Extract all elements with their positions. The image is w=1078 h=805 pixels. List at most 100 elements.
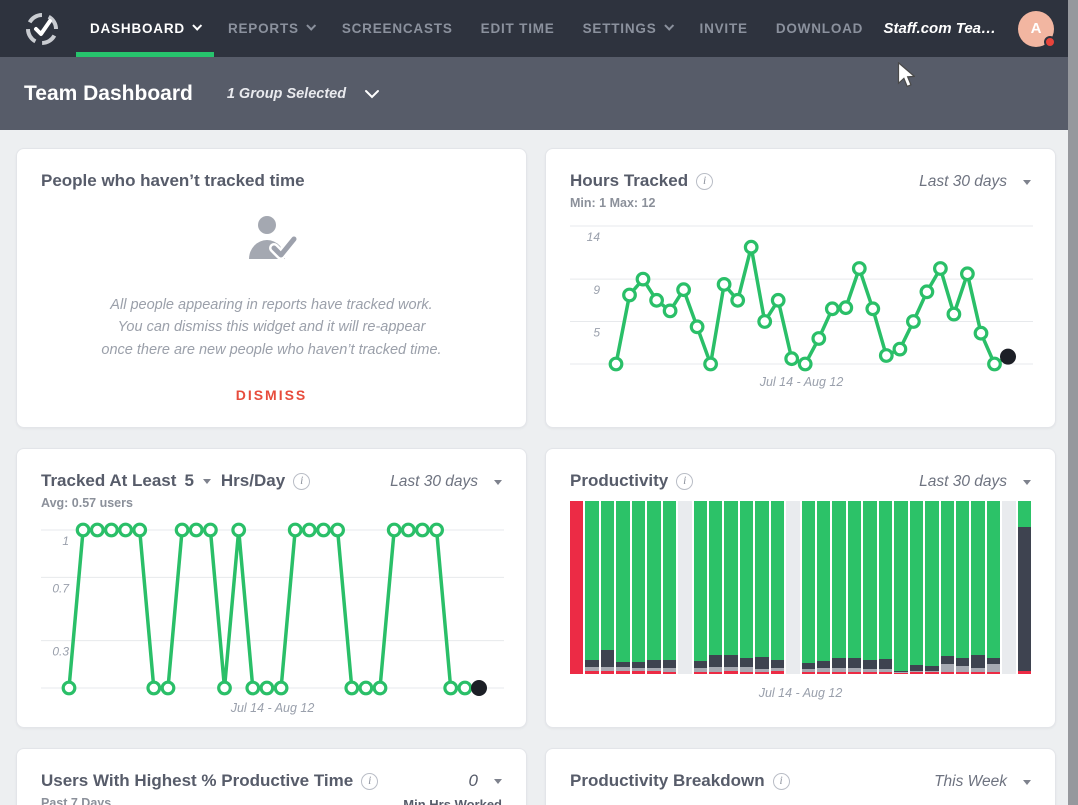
- bar-segment-red: [631, 671, 646, 674]
- bar-segment-light_gray: [817, 667, 831, 673]
- productivity-bar: [955, 501, 970, 674]
- nav-item-invite[interactable]: INVITE: [686, 0, 762, 57]
- nav-item-screencasts[interactable]: SCREENCASTS: [328, 0, 467, 57]
- bar-segment-light_gray: [755, 668, 769, 673]
- card-title: Productivity: [570, 471, 669, 490]
- bar-segment-green: [770, 501, 785, 661]
- chevron-down-icon: [364, 89, 380, 99]
- productivity-bar: [1017, 501, 1032, 674]
- range-label: Last 30 days: [390, 473, 478, 490]
- bar-segment-light_gray: [631, 667, 646, 672]
- bar-segment-red: [801, 672, 815, 674]
- bar-segment-light_gray: [616, 667, 630, 672]
- productivity-bar: [971, 501, 985, 674]
- bar-segment-dark_gray: [863, 660, 877, 669]
- bar-segment-dark_gray: [878, 659, 893, 669]
- nav-item-settings[interactable]: SETTINGS: [569, 0, 686, 57]
- info-icon[interactable]: [696, 172, 714, 190]
- productivity-bar: [847, 501, 862, 674]
- nav-item-label: EDIT TIME: [480, 21, 555, 36]
- productivity-bar-gap: [786, 501, 800, 674]
- nav-menu: DASHBOARD REPORTS SCREENCASTS EDIT TIME SETT…: [76, 0, 877, 57]
- nav-item-reports[interactable]: REPORTS: [214, 0, 328, 57]
- bar-segment-light_gray: [1017, 670, 1032, 672]
- bar-segment-red: [585, 670, 599, 674]
- bar-segment-dark_gray: [693, 661, 707, 668]
- top-navbar: DASHBOARD REPORTS SCREENCASTS EDIT TIME SETT…: [0, 0, 1078, 57]
- range-dropdown[interactable]: This Week: [934, 773, 1031, 791]
- notification-dot: [1044, 35, 1056, 48]
- caret-down-icon: [1023, 479, 1031, 485]
- card-hours-tracked: Hours Tracked Min: 1 Max: 12 Last 30 day…: [545, 148, 1056, 428]
- card-title: People who haven’t tracked time: [41, 171, 305, 190]
- range-dropdown[interactable]: Last 30 days: [919, 173, 1031, 191]
- info-icon[interactable]: [361, 772, 379, 790]
- avatar[interactable]: A: [1018, 10, 1056, 48]
- range-label: Last 30 days: [919, 173, 1007, 190]
- bar-segment-dark_gray: [801, 662, 815, 669]
- nav-item-label: SETTINGS: [582, 21, 657, 36]
- min-hours-value: 0: [468, 771, 478, 790]
- chevron-down-icon: [663, 20, 674, 31]
- card-productivity: Productivity Last 30 days Jul 14 - Aug 1…: [545, 448, 1056, 728]
- bar-segment-red: [755, 672, 769, 674]
- range-label: Last 30 days: [919, 473, 1007, 490]
- nav-item-dashboard[interactable]: DASHBOARD: [76, 0, 214, 57]
- bar-segment-red: [894, 673, 908, 674]
- scrollbar-thumb[interactable]: [1068, 0, 1078, 805]
- vertical-scrollbar[interactable]: [1068, 0, 1078, 805]
- bar-segment-dark_gray: [724, 654, 738, 668]
- productivity-bar: [909, 501, 924, 674]
- bar-segment-light_gray: [986, 664, 1001, 673]
- productivity-bar: [693, 501, 707, 674]
- bar-segment-red: [909, 672, 924, 674]
- dismiss-button[interactable]: DISMISS: [235, 387, 308, 404]
- empty-state-message: All people appearing in reports have tra…: [41, 294, 502, 361]
- bar-segment-green: [662, 501, 677, 661]
- hours-tracked-line-chart: 14 9 5 Jul 14 - Aug 12: [570, 225, 1033, 389]
- nav-item-edit-time[interactable]: EDIT TIME: [467, 0, 569, 57]
- svg-text:0.7: 0.7: [52, 581, 70, 595]
- account-name[interactable]: Staff.com Tea…: [883, 20, 996, 37]
- productivity-bar: [708, 501, 723, 674]
- bar-segment-green: [817, 501, 831, 662]
- bar-segment-dark_gray: [925, 666, 939, 671]
- bar-segment-green: [739, 501, 754, 658]
- bar-segment-green: [801, 501, 815, 663]
- bar-segment-red: [647, 671, 661, 674]
- info-icon[interactable]: [772, 772, 790, 790]
- productivity-bar: [894, 501, 908, 674]
- bar-segment-dark_gray: [940, 655, 954, 665]
- caret-down-icon: [1023, 779, 1031, 785]
- productivity-bar-gap: [678, 501, 692, 674]
- card-title: Users With Highest % Productive Time: [41, 771, 354, 790]
- range-dropdown[interactable]: Last 30 days: [390, 473, 502, 491]
- bar-segment-green: [971, 501, 985, 655]
- bar-segment-red: [1017, 671, 1032, 674]
- card-title: Tracked At Least: [41, 471, 177, 490]
- caret-down-icon: [494, 479, 502, 485]
- info-icon[interactable]: [676, 472, 694, 490]
- page-title: Team Dashboard: [24, 81, 193, 105]
- person-check-icon: [241, 215, 303, 268]
- nav-item-download[interactable]: DOWNLOAD: [762, 0, 877, 57]
- app-logo-icon[interactable]: [24, 11, 60, 47]
- productivity-bar: [986, 501, 1001, 674]
- svg-text:Jul 14 - Aug 12: Jul 14 - Aug 12: [759, 375, 844, 389]
- range-dropdown[interactable]: Last 30 days: [919, 473, 1031, 491]
- bar-segment-red: [739, 672, 754, 674]
- min-max-summary: Min: 1 Max: 12: [570, 196, 656, 210]
- bar-segment-red: [863, 672, 877, 674]
- group-selector[interactable]: 1 Group Selected: [227, 86, 380, 102]
- threshold-dropdown[interactable]: 5: [176, 471, 211, 491]
- nav-item-label: REPORTS: [227, 21, 299, 36]
- min-hours-dropdown[interactable]: 0 Min Hrs Worked: [403, 771, 502, 805]
- caret-down-icon: [494, 778, 502, 784]
- card-title: Productivity Breakdown: [570, 771, 765, 790]
- info-icon[interactable]: [293, 472, 311, 490]
- bar-segment-green: [724, 501, 738, 655]
- card-title-suffix: Hrs/Day: [220, 471, 286, 490]
- productivity-bar: [739, 501, 754, 674]
- card-productivity-breakdown: Productivity Breakdown This Week: [545, 748, 1056, 805]
- bar-segment-light_gray: [971, 667, 985, 673]
